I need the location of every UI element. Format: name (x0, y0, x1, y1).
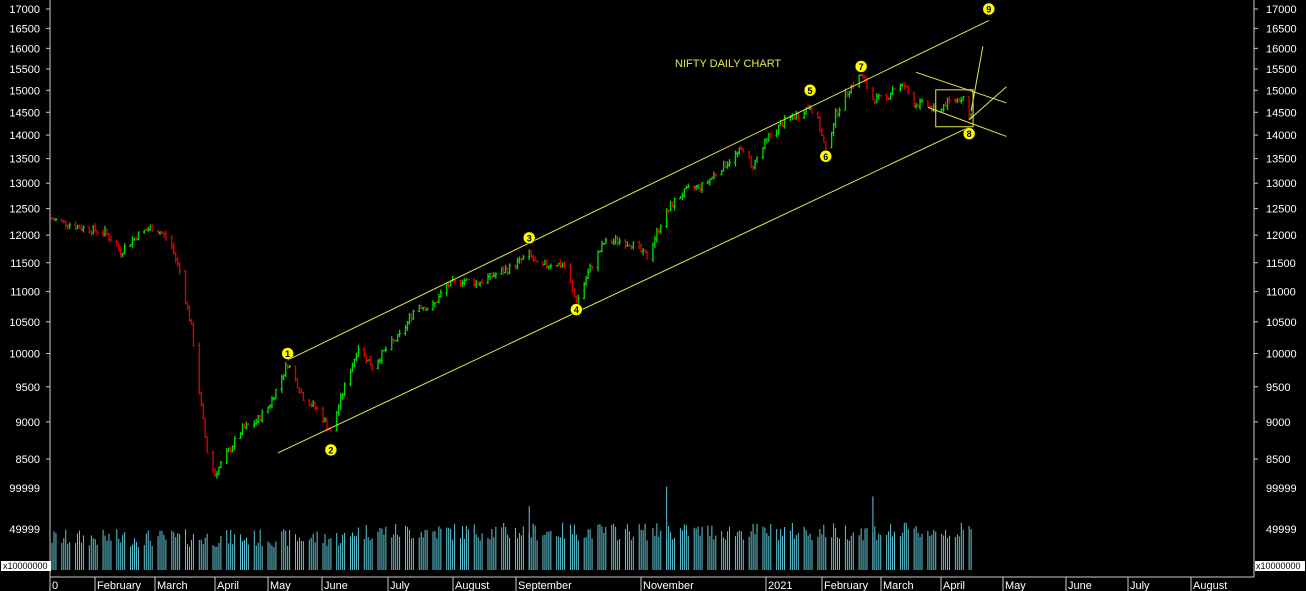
wave-label: 5 (808, 86, 813, 96)
price-tick-label-right: 15500 (1266, 64, 1297, 76)
price-tick-label-left: 10000 (9, 348, 40, 360)
x-tick-label: August (1193, 580, 1227, 591)
price-tick-label-left: 13000 (9, 178, 40, 190)
wave-marker (281, 347, 294, 360)
volume-tick-label-right: 49999 (1266, 524, 1297, 536)
price-tick-label-right: 15000 (1266, 85, 1297, 97)
wave-marker (982, 2, 996, 16)
price-tick-label-right: 9500 (1266, 382, 1290, 394)
price-tick-label-right: 11500 (1266, 258, 1296, 270)
price-tick-label-right: 12000 (1266, 230, 1297, 242)
volume-tick-label-right: 99999 (1266, 483, 1297, 495)
price-tick-label-left: 9500 (16, 382, 40, 394)
price-tick-label-left: 11500 (10, 258, 40, 270)
price-tick-label-left: 12500 (9, 204, 40, 216)
wave-marker (570, 303, 583, 316)
x-tick-label: May (270, 580, 291, 591)
price-tick-label-left: 15500 (9, 64, 40, 76)
volume-tick-label-left: 99999 (9, 483, 40, 495)
x-tick-label: August (455, 580, 489, 591)
x-tick-label: July (1130, 580, 1150, 591)
wave-label: 2 (328, 445, 333, 455)
price-tick-label-right: 16000 (1266, 43, 1297, 55)
price-tick-label-right: 16500 (1266, 23, 1297, 35)
x-tick-label: November (643, 580, 694, 591)
wave-label: 6 (823, 152, 828, 162)
price-tick-label-right: 17000 (1266, 4, 1297, 16)
price-tick-label-left: 14500 (9, 107, 40, 119)
x-tick-label: September (518, 580, 572, 591)
x-tick-label: February (97, 580, 142, 591)
price-tick-label-left: 11000 (10, 287, 40, 299)
wave-label: 8 (967, 129, 972, 139)
x-tick-label: March (157, 580, 188, 591)
wave-label: 7 (859, 62, 864, 72)
price-axis-left: 8500 9000 9500 10000 10500 11000 11500 12000 125… (9, 0, 51, 577)
price-tick-label-right: 10500 (1266, 317, 1297, 329)
price-tick-label-left: 10500 (9, 317, 40, 329)
x-axis: 0 February March April May June July August Sept… (49, 576, 1254, 591)
volume-multiplier-box-right (1255, 561, 1305, 571)
trendline (968, 86, 1007, 121)
trendline (915, 71, 1007, 104)
consolidation-box (935, 89, 974, 128)
price-tick-label-right: 13500 (1266, 154, 1297, 166)
price-tick-label-left: 15000 (9, 85, 40, 97)
volume-multiplier-right: x10000000 (1256, 561, 1301, 571)
price-tick-label-right: 13000 (1266, 178, 1297, 190)
chart-title: NIFTY DAILY CHART (675, 58, 781, 70)
trendline (287, 20, 989, 361)
price-tick-label-right: 14500 (1266, 107, 1297, 119)
x-tick-label: 0 (52, 580, 58, 591)
price-tick-label-left: 12000 (9, 230, 40, 242)
volume-multiplier-left: x10000000 (3, 561, 48, 571)
x-tick-label: June (324, 580, 348, 591)
trendlines (277, 20, 1007, 454)
x-tick-label: June (1068, 580, 1092, 591)
price-tick-label-right: 10000 (1266, 348, 1297, 360)
x-tick-label: February (824, 580, 869, 591)
wave-label: 3 (527, 233, 532, 243)
price-tick-label-left: 9000 (16, 417, 40, 429)
price-tick-label-left: 17000 (9, 4, 40, 16)
trendline (277, 126, 970, 454)
price-tick-label-left: 13500 (9, 154, 40, 166)
wave-label: 9 (986, 5, 991, 15)
price-tick-label-left: 16500 (9, 23, 40, 35)
x-tick-label: July (390, 580, 410, 591)
wave-marker (962, 127, 976, 140)
volume-bars (51, 486, 972, 570)
wave-marker (522, 231, 536, 245)
price-tick-label-left: 16000 (9, 43, 40, 55)
wave-label: 1 (285, 349, 290, 359)
x-tick-label: March (883, 580, 914, 591)
candles (50, 73, 973, 479)
price-axis-right: 8500 9000 9500 10000 10500 11000 11500 12000 125… (1253, 0, 1297, 577)
wave-labels: 1 2 3 4 5 6 7 8 9 (281, 2, 996, 457)
volume-axis: 49999 49999 99999 99999 x10000000 x10000000 (1, 483, 1305, 571)
wave-marker (819, 150, 833, 163)
volume-tick-label-left: 49999 (9, 524, 40, 536)
wave-marker (854, 60, 868, 73)
price-tick-label-left: 8500 (16, 454, 40, 466)
wave-label: 4 (574, 305, 579, 315)
volume-multiplier-box-left (1, 561, 51, 571)
trendline (927, 106, 1007, 137)
price-tick-label-right: 8500 (1266, 454, 1290, 466)
x-tick-label: 2021 (768, 580, 792, 591)
price-tick-label-right: 9000 (1266, 417, 1290, 429)
price-tick-label-right: 14000 (1266, 130, 1297, 142)
price-tick-label-right: 11000 (1266, 287, 1296, 299)
x-tick-label: May (1005, 580, 1026, 591)
wave-marker (324, 443, 338, 457)
price-tick-label-right: 12500 (1266, 204, 1297, 216)
x-tick-label: April (217, 580, 239, 591)
price-tick-label-left: 14000 (9, 130, 40, 142)
wave-marker (803, 84, 817, 97)
x-tick-label: April (943, 580, 965, 591)
